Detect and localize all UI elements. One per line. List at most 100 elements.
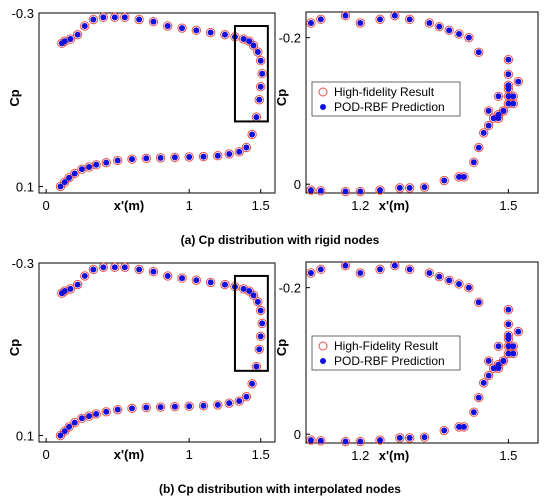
high-fidelity-point <box>98 12 109 23</box>
pod-rbf-point <box>121 14 128 21</box>
high-fidelity-point <box>80 271 90 281</box>
high-fidelity-point <box>101 157 111 168</box>
high-fidelity-point <box>191 275 202 285</box>
pod-rbf-point <box>61 179 68 186</box>
pod-rbf-point <box>377 16 384 23</box>
pod-rbf-point <box>456 280 463 287</box>
pod-rbf-point <box>495 93 502 100</box>
high-fidelity-point <box>454 29 464 39</box>
pod-rbf-point <box>460 173 467 180</box>
pod-rbf-point <box>357 438 364 445</box>
high-fidelity-point <box>112 155 123 166</box>
high-fidelity-point <box>134 14 144 25</box>
pod-rbf-point <box>78 415 85 422</box>
pod-rbf-point <box>243 144 250 151</box>
pod-rbf-point <box>186 403 193 410</box>
pod-rbf-point <box>317 266 324 273</box>
pod-rbf-point <box>485 372 492 379</box>
caption-a: (a) Cp distribution with rigid nodes <box>181 233 380 247</box>
high-fidelity-point <box>404 433 415 443</box>
pod-rbf-point <box>357 269 364 276</box>
high-fidelity-point <box>434 21 444 32</box>
high-fidelity-point <box>253 297 263 307</box>
pod-rbf-point <box>164 272 171 279</box>
pod-rbf-point <box>510 343 517 350</box>
high-fidelity-point <box>213 400 223 410</box>
x-tick-label: 1.2 <box>351 448 369 463</box>
x-axis-label: x'(m) <box>379 448 410 463</box>
pod-rbf-point <box>157 404 164 411</box>
pod-rbf-point <box>475 49 482 56</box>
high-fidelity-point <box>404 264 415 275</box>
high-fidelity-point <box>170 152 180 163</box>
high-fidelity-point <box>198 151 209 162</box>
high-fidelity-point <box>390 260 400 271</box>
high-fidelity-point <box>464 282 474 293</box>
high-fidelity-point <box>375 435 385 445</box>
high-fidelity-point <box>241 392 252 402</box>
high-fidelity-point <box>148 16 159 27</box>
high-fidelity-point <box>255 56 266 66</box>
pod-rbf-point <box>500 107 507 114</box>
high-fidelity-point <box>474 47 484 58</box>
pod-rbf-point <box>505 82 512 89</box>
pod-rbf-point <box>505 100 512 107</box>
legend-marker-pod-rbf <box>320 358 326 364</box>
high-fidelity-point <box>306 185 316 195</box>
pod-rbf-point <box>456 30 463 37</box>
y-axis-label: Cp <box>7 339 22 356</box>
pod-rbf-point <box>436 273 443 280</box>
x-tick-label: 1.5 <box>252 198 270 213</box>
high-fidelity-point <box>234 147 244 157</box>
high-fidelity-point <box>241 142 252 153</box>
pod-rbf-point <box>236 148 243 155</box>
high-fidelity-point <box>503 54 514 65</box>
pod-rbf-point <box>200 402 207 409</box>
high-fidelity-point <box>112 404 123 415</box>
pod-rbf-point <box>136 266 143 273</box>
pod-rbf-point <box>357 188 364 195</box>
pod-rbf-point <box>90 266 97 273</box>
high-fidelity-point <box>72 29 83 40</box>
pod-rbf-point <box>200 153 207 160</box>
pod-rbf-point <box>505 71 512 78</box>
plot-frame <box>38 12 276 194</box>
pod-rbf-point <box>436 23 443 30</box>
pod-rbf-point <box>61 428 68 435</box>
high-fidelity-point <box>483 370 494 381</box>
pod-rbf-point <box>186 154 193 160</box>
high-fidelity-point <box>88 264 99 275</box>
pod-rbf-point <box>307 437 314 444</box>
pod-rbf-point <box>254 298 261 305</box>
high-fidelity-point <box>493 341 504 351</box>
pod-rbf-point <box>441 177 448 184</box>
pod-rbf-point <box>456 423 463 430</box>
pod-rbf-point <box>111 14 118 21</box>
high-fidelity-point <box>77 413 87 423</box>
high-fidelity-point <box>184 152 194 162</box>
y-axis-label: Cp <box>274 89 289 106</box>
pod-rbf-point <box>500 357 507 364</box>
x-tick-label: 1 <box>186 447 193 462</box>
pod-rbf-point <box>515 78 522 85</box>
plot-frame <box>38 262 276 443</box>
pod-rbf-point <box>259 70 266 77</box>
series-high-fidelity <box>55 12 267 192</box>
pod-rbf-point <box>391 12 398 19</box>
high-fidelity-point <box>340 260 351 271</box>
series-high-fidelity <box>306 10 523 197</box>
high-fidelity-point <box>198 401 209 411</box>
high-fidelity-point <box>247 379 257 389</box>
high-fidelity-point <box>257 69 267 79</box>
pod-rbf-point <box>221 281 228 288</box>
high-fidelity-point <box>479 378 489 388</box>
x-axis-label: x'(m) <box>379 198 410 213</box>
high-fidelity-point <box>70 417 80 428</box>
pod-rbf-point <box>179 25 186 32</box>
high-fidelity-point <box>355 268 365 278</box>
high-fidelity-point <box>306 268 316 278</box>
pod-rbf-point <box>426 19 433 26</box>
high-fidelity-point <box>474 142 484 153</box>
pod-rbf-point <box>505 343 512 350</box>
